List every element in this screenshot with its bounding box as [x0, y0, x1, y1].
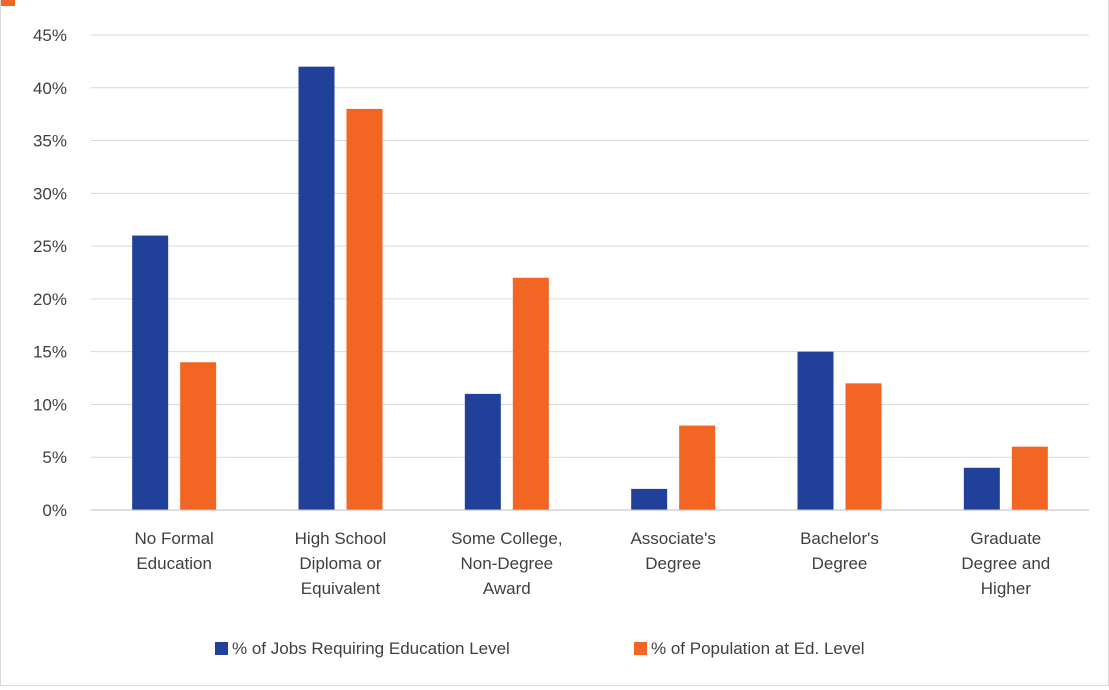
x-category-label: No Formal Education — [134, 529, 213, 573]
bar-jobs — [797, 351, 834, 510]
x-category-label-line: Non-Degree — [461, 554, 554, 573]
legend-swatch — [634, 642, 647, 655]
bar-jobs — [464, 393, 501, 510]
x-category-label: Graduate Degree and Higher — [961, 529, 1050, 598]
bar-jobs — [132, 235, 169, 511]
x-category-label-line: Equivalent — [301, 579, 381, 598]
y-tick-label: 30% — [33, 184, 67, 203]
bar-population — [346, 108, 383, 510]
y-tick-label: 35% — [33, 132, 67, 151]
bar-population — [1011, 446, 1048, 510]
bar-jobs — [631, 488, 668, 510]
x-category-label-line: Diploma or — [299, 554, 382, 573]
bar-population — [180, 362, 217, 510]
bar-population — [845, 383, 882, 510]
y-tick-label: 20% — [33, 290, 67, 309]
legend-label: % of Jobs Requiring Education Level — [232, 639, 510, 658]
y-tick-label: 5% — [42, 448, 67, 467]
y-axis-ticks: 0% 5% 10% 15% 20% 25% 30% 35% 40% 45% — [33, 26, 67, 520]
y-tick-label: 10% — [33, 395, 67, 414]
x-category-label-line: Associate's — [630, 529, 715, 548]
bar-population — [679, 425, 716, 510]
x-category-label: Some College, Non-Degree Award — [451, 529, 563, 598]
x-category-label-line: Higher — [981, 579, 1031, 598]
x-category-label: High School Diploma or Equivalent — [295, 529, 387, 598]
x-category-label: Bachelor's Degree — [800, 529, 879, 573]
x-category-label-line: Degree — [812, 554, 868, 573]
x-axis-categories: No Formal Education High School Diploma or E… — [134, 529, 1050, 598]
x-category-label-line: Graduate — [970, 529, 1041, 548]
x-category-label-line: Degree — [645, 554, 701, 573]
bar-jobs — [963, 467, 1000, 510]
y-tick-label: 25% — [33, 237, 67, 256]
bars — [132, 66, 1048, 511]
bar-jobs — [298, 66, 335, 511]
legend-label: % of Population at Ed. Level — [651, 639, 865, 658]
legend: % of Jobs Requiring Education Level % of … — [215, 639, 865, 658]
gridlines — [91, 34, 1089, 458]
legend-swatch — [215, 642, 228, 655]
y-tick-label: 15% — [33, 343, 67, 362]
legend-item: % of Population at Ed. Level — [634, 639, 865, 658]
x-category-label-line: Education — [136, 554, 212, 573]
x-category-label-line: No Formal — [134, 529, 213, 548]
y-tick-label: 40% — [33, 79, 67, 98]
x-category-label-line: Award — [483, 579, 531, 598]
bar-population — [512, 277, 549, 510]
legend-item: % of Jobs Requiring Education Level — [215, 639, 510, 658]
x-category-label-line: Bachelor's — [800, 529, 879, 548]
x-category-label-line: High School — [295, 529, 387, 548]
y-tick-label: 45% — [33, 26, 67, 45]
x-category-label: Associate's Degree — [630, 529, 715, 573]
top-accent-bar — [1, 0, 15, 6]
y-tick-label: 0% — [42, 501, 67, 520]
x-category-label-line: Degree and — [961, 554, 1050, 573]
x-category-label-line: Some College, — [451, 529, 563, 548]
